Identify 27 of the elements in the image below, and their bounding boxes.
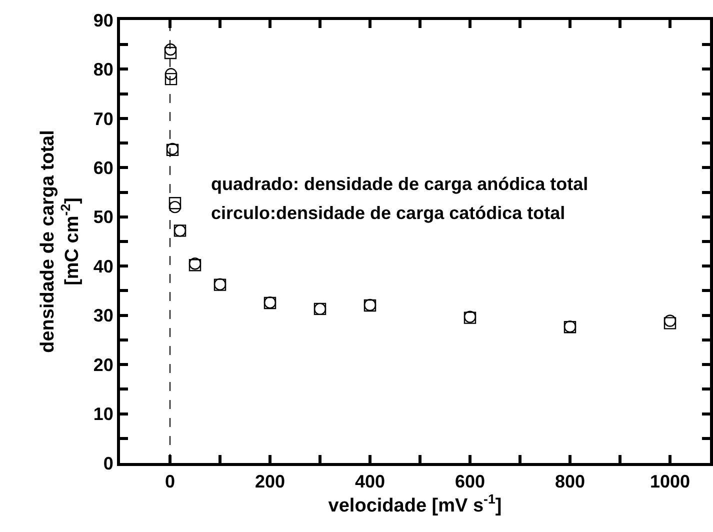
y-tick-label: 40 [93, 256, 114, 276]
point [164, 72, 178, 86]
y-tick-label: 30 [93, 306, 114, 326]
point [664, 317, 676, 330]
annotation: quadrado: densidade de carga anódica total [211, 174, 588, 194]
x-tick-label: 0 [164, 472, 176, 492]
y-tick-label: 50 [93, 207, 114, 228]
x-tick-label: 400 [354, 472, 386, 492]
y-tick-label: 60 [93, 158, 114, 178]
point [164, 43, 177, 56]
x-tick-label: 1000 [650, 472, 690, 492]
point [168, 200, 182, 214]
annotation: circulo:densidade de carga catódica total [211, 203, 566, 223]
x-tick-label: 200 [254, 472, 286, 492]
point [164, 68, 178, 80]
point [164, 46, 177, 60]
x-tick-label: 600 [454, 472, 486, 492]
y-tick-label: 70 [93, 108, 114, 129]
y-tick-label: 90 [93, 10, 114, 30]
x-tick-label: 800 [554, 472, 586, 492]
y-tick-label: 10 [93, 404, 114, 424]
point [168, 197, 182, 210]
y-tick-label: 0 [103, 453, 114, 474]
y-tick-label: 80 [93, 60, 114, 80]
x-axis-title: velocidade [mV s$^{-1}$] [328, 492, 502, 517]
point [664, 314, 676, 327]
y-tick-label: 20 [93, 354, 114, 375]
